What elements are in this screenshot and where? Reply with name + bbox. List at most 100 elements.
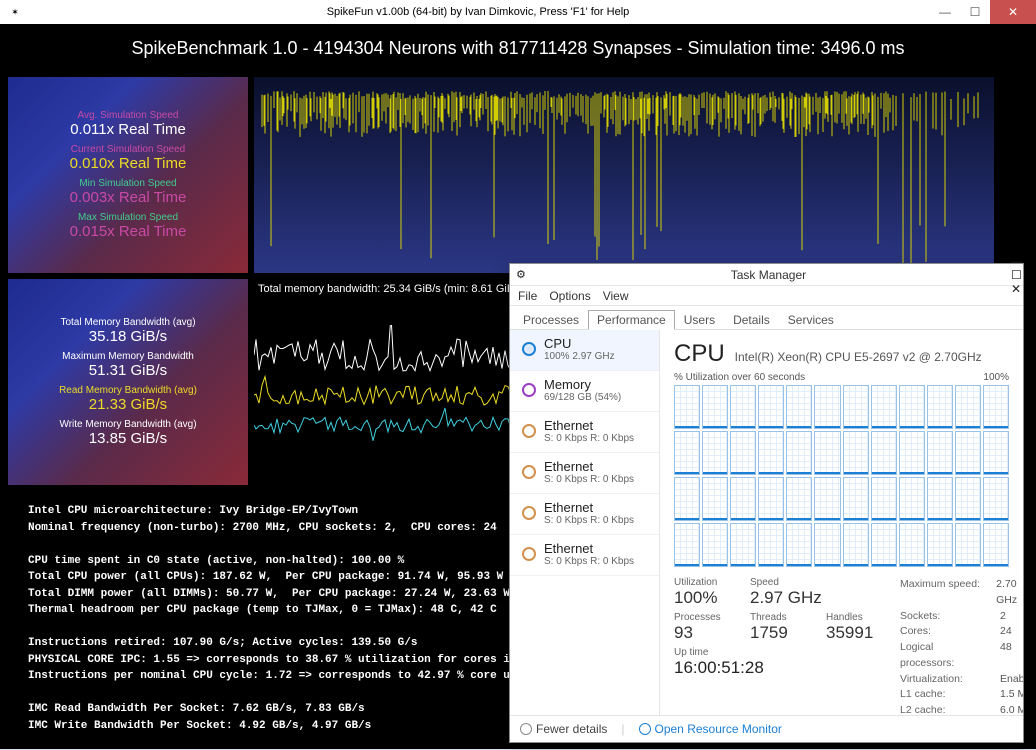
prop-maxspeed-v: 2.70 GHz (996, 577, 1023, 609)
cpu-core-cell (814, 523, 840, 567)
menu-file[interactable]: File (518, 289, 537, 303)
cpu-core-cell (786, 477, 812, 521)
taskmgr-menu: File Options View (510, 286, 1023, 306)
prop-cores-k: Cores: (900, 624, 990, 640)
cpu-core-cell (674, 523, 700, 567)
nav-eth4-label: Ethernet (544, 541, 634, 556)
open-rm-label: Open Resource Monitor (655, 722, 782, 736)
cpu-core-cell (674, 385, 700, 429)
tab-processes[interactable]: Processes (514, 310, 588, 330)
tot-mem-label: Total Memory Bandwidth (avg) (60, 317, 195, 328)
cpu-core-cell (758, 523, 784, 567)
cpu-core-cell (899, 385, 925, 429)
cpu-core-cell (899, 477, 925, 521)
stat-threads-v: 1759 (750, 623, 808, 643)
cpu-core-cell (955, 523, 981, 567)
memory-icon (522, 383, 536, 397)
cpu-core-cell (674, 477, 700, 521)
nav-eth1-sub: S: 0 Kbps R: 0 Kbps (544, 433, 634, 444)
cpu-core-cell (871, 477, 897, 521)
taskmgr-titlebar[interactable]: ⚙ Task Manager — ☐ ✕ (510, 264, 1023, 286)
tab-users[interactable]: Users (675, 310, 724, 330)
stat-speed-v: 2.97 GHz (750, 588, 822, 608)
menu-view[interactable]: View (603, 289, 629, 303)
menu-options[interactable]: Options (549, 289, 590, 303)
prop-l1-k: L1 cache: (900, 687, 990, 703)
stat-util-v: 100% (674, 588, 732, 608)
cpu-core-cell (814, 385, 840, 429)
prop-virt-v: Enabled (1000, 672, 1023, 688)
cpu-core-cell (899, 523, 925, 567)
memory-bandwidth-panel: Total Memory Bandwidth (avg) 35.18 GiB/s… (8, 279, 248, 485)
min-sim-value: 0.003x Real Time (70, 189, 187, 206)
stat-handles-v: 35991 (826, 623, 884, 643)
write-mem-label: Write Memory Bandwidth (avg) (59, 419, 196, 430)
fewer-details-button[interactable]: Fewer details (520, 721, 607, 736)
minimize-button[interactable]: — (930, 0, 960, 24)
avg-sim-value: 0.011x Real Time (70, 121, 186, 138)
cpu-core-cell (702, 385, 728, 429)
benchmark-header: SpikeBenchmark 1.0 - 4194304 Neurons wit… (8, 38, 1028, 59)
tab-performance[interactable]: Performance (588, 310, 675, 330)
tab-services[interactable]: Services (779, 310, 843, 330)
cpu-core-cell (730, 431, 756, 475)
cpu-core-cell (730, 385, 756, 429)
cpu-core-cell (871, 431, 897, 475)
cpu-core-cell (955, 477, 981, 521)
cpu-core-cell (871, 523, 897, 567)
maximize-button[interactable]: ☐ (960, 0, 990, 24)
cpu-core-cell (786, 431, 812, 475)
nav-memory[interactable]: Memory 69/128 GB (54%) (510, 371, 659, 412)
cpu-core-cell (927, 385, 953, 429)
app-title: SpikeFun v1.00b (64-bit) by Ivan Dimkovi… (26, 6, 930, 18)
cpu-core-cell (983, 385, 1009, 429)
cpu-model: Intel(R) Xeon(R) CPU E5-2697 v2 @ 2.70GH… (735, 350, 982, 364)
cpu-detail-pane: CPU Intel(R) Xeon(R) CPU E5-2697 v2 @ 2.… (660, 330, 1023, 715)
cur-sim-value: 0.010x Real Time (70, 155, 187, 172)
max-mem-value: 51.31 GiB/s (62, 362, 194, 379)
cpu-core-cell (843, 431, 869, 475)
nav-eth1-label: Ethernet (544, 418, 634, 433)
prop-maxspeed-k: Maximum speed: (900, 577, 986, 609)
nav-ethernet-1[interactable]: Ethernet S: 0 Kbps R: 0 Kbps (510, 412, 659, 453)
open-resource-monitor-link[interactable]: Open Resource Monitor (639, 721, 782, 736)
cpu-icon (522, 342, 536, 356)
cpu-core-cell (674, 431, 700, 475)
cpu-core-cell (983, 431, 1009, 475)
tm-maximize-button[interactable]: ☐ (1011, 268, 1023, 282)
cpu-core-cell (927, 431, 953, 475)
task-manager-window[interactable]: ⚙ Task Manager — ☐ ✕ File Options View P… (509, 263, 1024, 743)
stat-proc-k: Processes (674, 612, 732, 623)
tm-close-button[interactable]: ✕ (1011, 282, 1023, 296)
spikefun-titlebar[interactable]: ✶ SpikeFun v1.00b (64-bit) by Ivan Dimko… (0, 0, 1036, 24)
ethernet-icon (522, 506, 536, 520)
min-sim-label: Min Simulation Speed (70, 178, 187, 189)
nav-ethernet-3[interactable]: Ethernet S: 0 Kbps R: 0 Kbps (510, 494, 659, 535)
fewer-details-label: Fewer details (536, 722, 607, 736)
nav-ethernet-2[interactable]: Ethernet S: 0 Kbps R: 0 Kbps (510, 453, 659, 494)
cpu-core-grid (674, 385, 1009, 567)
stat-speed-k: Speed (750, 577, 822, 588)
nav-cpu-label: CPU (544, 336, 615, 351)
close-button[interactable]: ✕ (990, 0, 1036, 24)
tm-minimize-button[interactable]: — (1011, 254, 1023, 268)
stat-proc-v: 93 (674, 623, 732, 643)
cpu-core-cell (899, 431, 925, 475)
cpu-properties: Maximum speed:2.70 GHz Sockets:2 Cores:2… (900, 577, 1023, 715)
tot-mem-value: 35.18 GiB/s (60, 328, 195, 345)
prop-lp-v: 48 (1000, 640, 1012, 672)
cpu-heading: CPU (674, 340, 725, 368)
cpu-core-cell (702, 523, 728, 567)
cpu-core-cell (871, 385, 897, 429)
nav-ethernet-4[interactable]: Ethernet S: 0 Kbps R: 0 Kbps (510, 535, 659, 576)
cpu-core-cell (758, 385, 784, 429)
tab-details[interactable]: Details (724, 310, 779, 330)
prop-l1-v: 1.5 MB (1000, 687, 1023, 703)
cpu-core-cell (983, 523, 1009, 567)
cpu-core-cell (843, 523, 869, 567)
cpu-core-cell (814, 477, 840, 521)
nav-eth2-sub: S: 0 Kbps R: 0 Kbps (544, 474, 634, 485)
cpu-core-cell (730, 477, 756, 521)
read-mem-value: 21.33 GiB/s (59, 396, 197, 413)
nav-cpu[interactable]: CPU 100% 2.97 GHz (510, 330, 659, 371)
